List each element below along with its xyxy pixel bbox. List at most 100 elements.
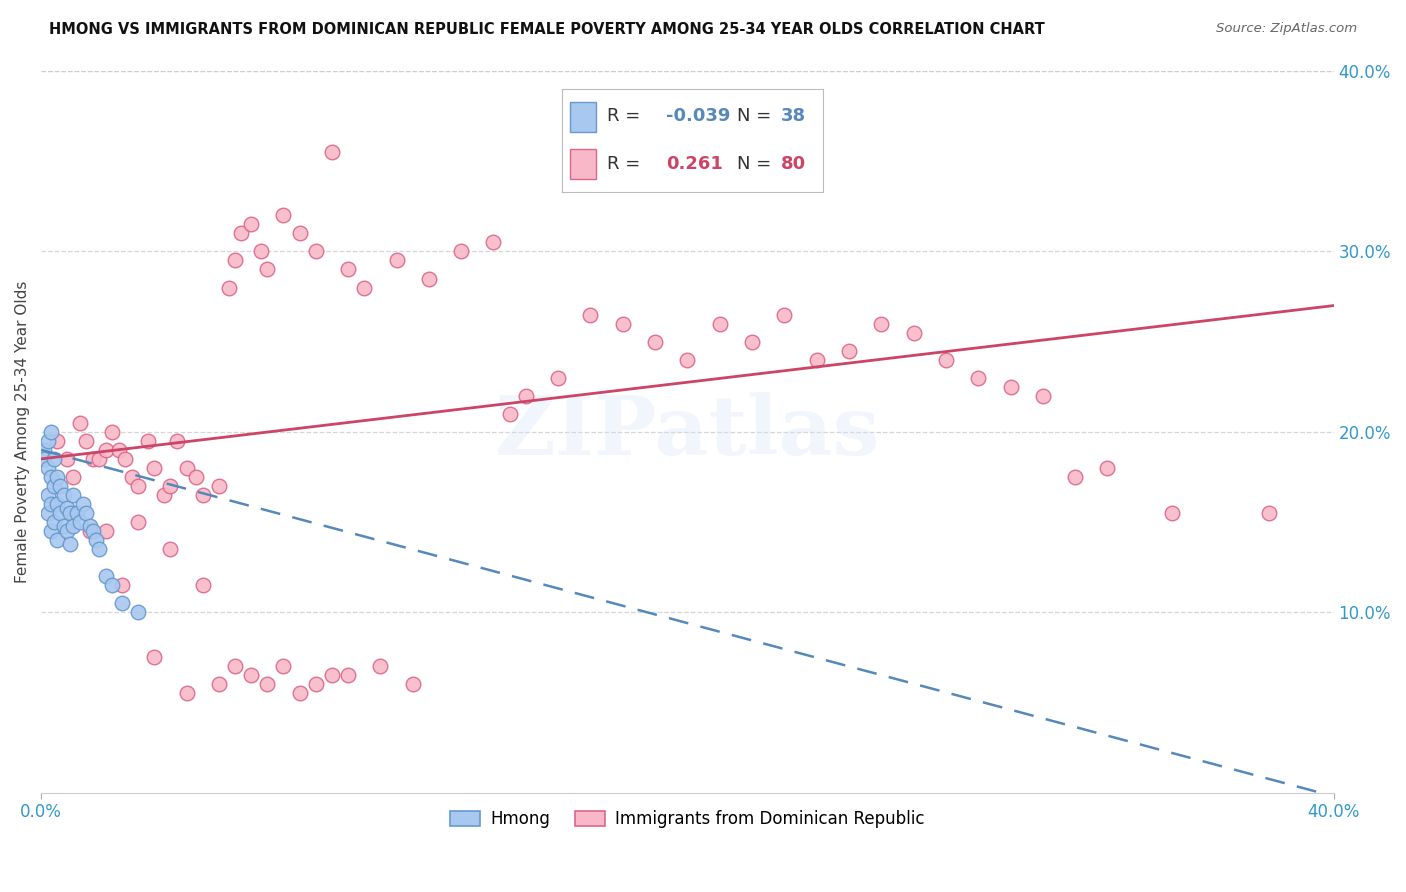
Point: [903, 326, 925, 340]
Point: [288, 686, 311, 700]
Point: [49, 506, 72, 520]
Point: [143, 461, 166, 475]
Point: [321, 145, 343, 160]
Point: [56, 451, 79, 466]
Point: [176, 461, 198, 475]
Text: R =: R =: [606, 107, 640, 126]
Point: [82, 524, 104, 538]
Point: [56, 500, 79, 515]
Point: [773, 308, 796, 322]
Point: [644, 334, 666, 349]
Point: [305, 244, 328, 259]
Point: [101, 425, 124, 439]
Legend: Hmong, Immigrants from Dominican Republic: Hmong, Immigrants from Dominican Republi…: [443, 804, 931, 835]
Point: [224, 659, 246, 673]
Text: HMONG VS IMMIGRANTS FROM DOMINICAN REPUBLIC FEMALE POVERTY AMONG 25-34 YEAR OLDS: HMONG VS IMMIGRANTS FROM DOMINICAN REPUB…: [49, 22, 1045, 37]
Point: [59, 537, 82, 551]
Point: [82, 451, 104, 466]
Point: [370, 659, 392, 673]
Point: [288, 227, 311, 241]
Point: [240, 668, 263, 682]
Text: N =: N =: [737, 107, 770, 126]
Point: [79, 518, 101, 533]
Point: [39, 524, 62, 538]
Point: [46, 434, 69, 448]
Point: [402, 677, 425, 691]
Point: [935, 352, 957, 367]
FancyBboxPatch shape: [571, 149, 596, 179]
Point: [870, 317, 893, 331]
Point: [806, 352, 828, 367]
Point: [62, 506, 84, 520]
Point: [66, 506, 89, 520]
Text: -0.039: -0.039: [666, 107, 731, 126]
Text: N =: N =: [737, 155, 770, 173]
Point: [498, 407, 520, 421]
Point: [42, 479, 65, 493]
Point: [337, 668, 360, 682]
Point: [52, 488, 75, 502]
Point: [166, 434, 188, 448]
Point: [107, 442, 129, 457]
Point: [273, 208, 295, 222]
Point: [37, 434, 59, 448]
Point: [62, 518, 84, 533]
Point: [46, 497, 69, 511]
Point: [114, 451, 136, 466]
Point: [101, 578, 124, 592]
Point: [153, 488, 176, 502]
Point: [1064, 470, 1087, 484]
Point: [1032, 389, 1054, 403]
Point: [62, 488, 84, 502]
Text: 80: 80: [780, 155, 806, 173]
Point: [94, 442, 117, 457]
Point: [967, 370, 990, 384]
Point: [256, 262, 278, 277]
Point: [191, 488, 214, 502]
Point: [42, 451, 65, 466]
Point: [305, 677, 328, 691]
Point: [37, 506, 59, 520]
Point: [79, 524, 101, 538]
Point: [418, 271, 440, 285]
Point: [231, 227, 253, 241]
Point: [321, 668, 343, 682]
Point: [208, 677, 231, 691]
Point: [59, 506, 82, 520]
Point: [240, 218, 263, 232]
Point: [69, 416, 91, 430]
Point: [159, 479, 181, 493]
Point: [52, 518, 75, 533]
Point: [37, 461, 59, 475]
Y-axis label: Female Poverty Among 25-34 Year Olds: Female Poverty Among 25-34 Year Olds: [15, 281, 30, 583]
Point: [75, 506, 97, 520]
Point: [838, 343, 860, 358]
Point: [385, 253, 408, 268]
Point: [547, 370, 569, 384]
Point: [450, 244, 472, 259]
Point: [34, 442, 56, 457]
Point: [186, 470, 208, 484]
Point: [46, 470, 69, 484]
Point: [612, 317, 634, 331]
Point: [191, 578, 214, 592]
Point: [111, 578, 134, 592]
Point: [353, 280, 375, 294]
Point: [121, 470, 143, 484]
Point: [136, 434, 159, 448]
Point: [37, 488, 59, 502]
Point: [84, 533, 107, 547]
Text: 38: 38: [780, 107, 806, 126]
Point: [39, 470, 62, 484]
Point: [1258, 506, 1281, 520]
Point: [1161, 506, 1184, 520]
Text: 0.261: 0.261: [666, 155, 723, 173]
Text: R =: R =: [606, 155, 640, 173]
Point: [127, 605, 149, 619]
Point: [1000, 380, 1022, 394]
Point: [256, 677, 278, 691]
Point: [94, 524, 117, 538]
Point: [89, 451, 111, 466]
FancyBboxPatch shape: [571, 102, 596, 132]
Point: [273, 659, 295, 673]
